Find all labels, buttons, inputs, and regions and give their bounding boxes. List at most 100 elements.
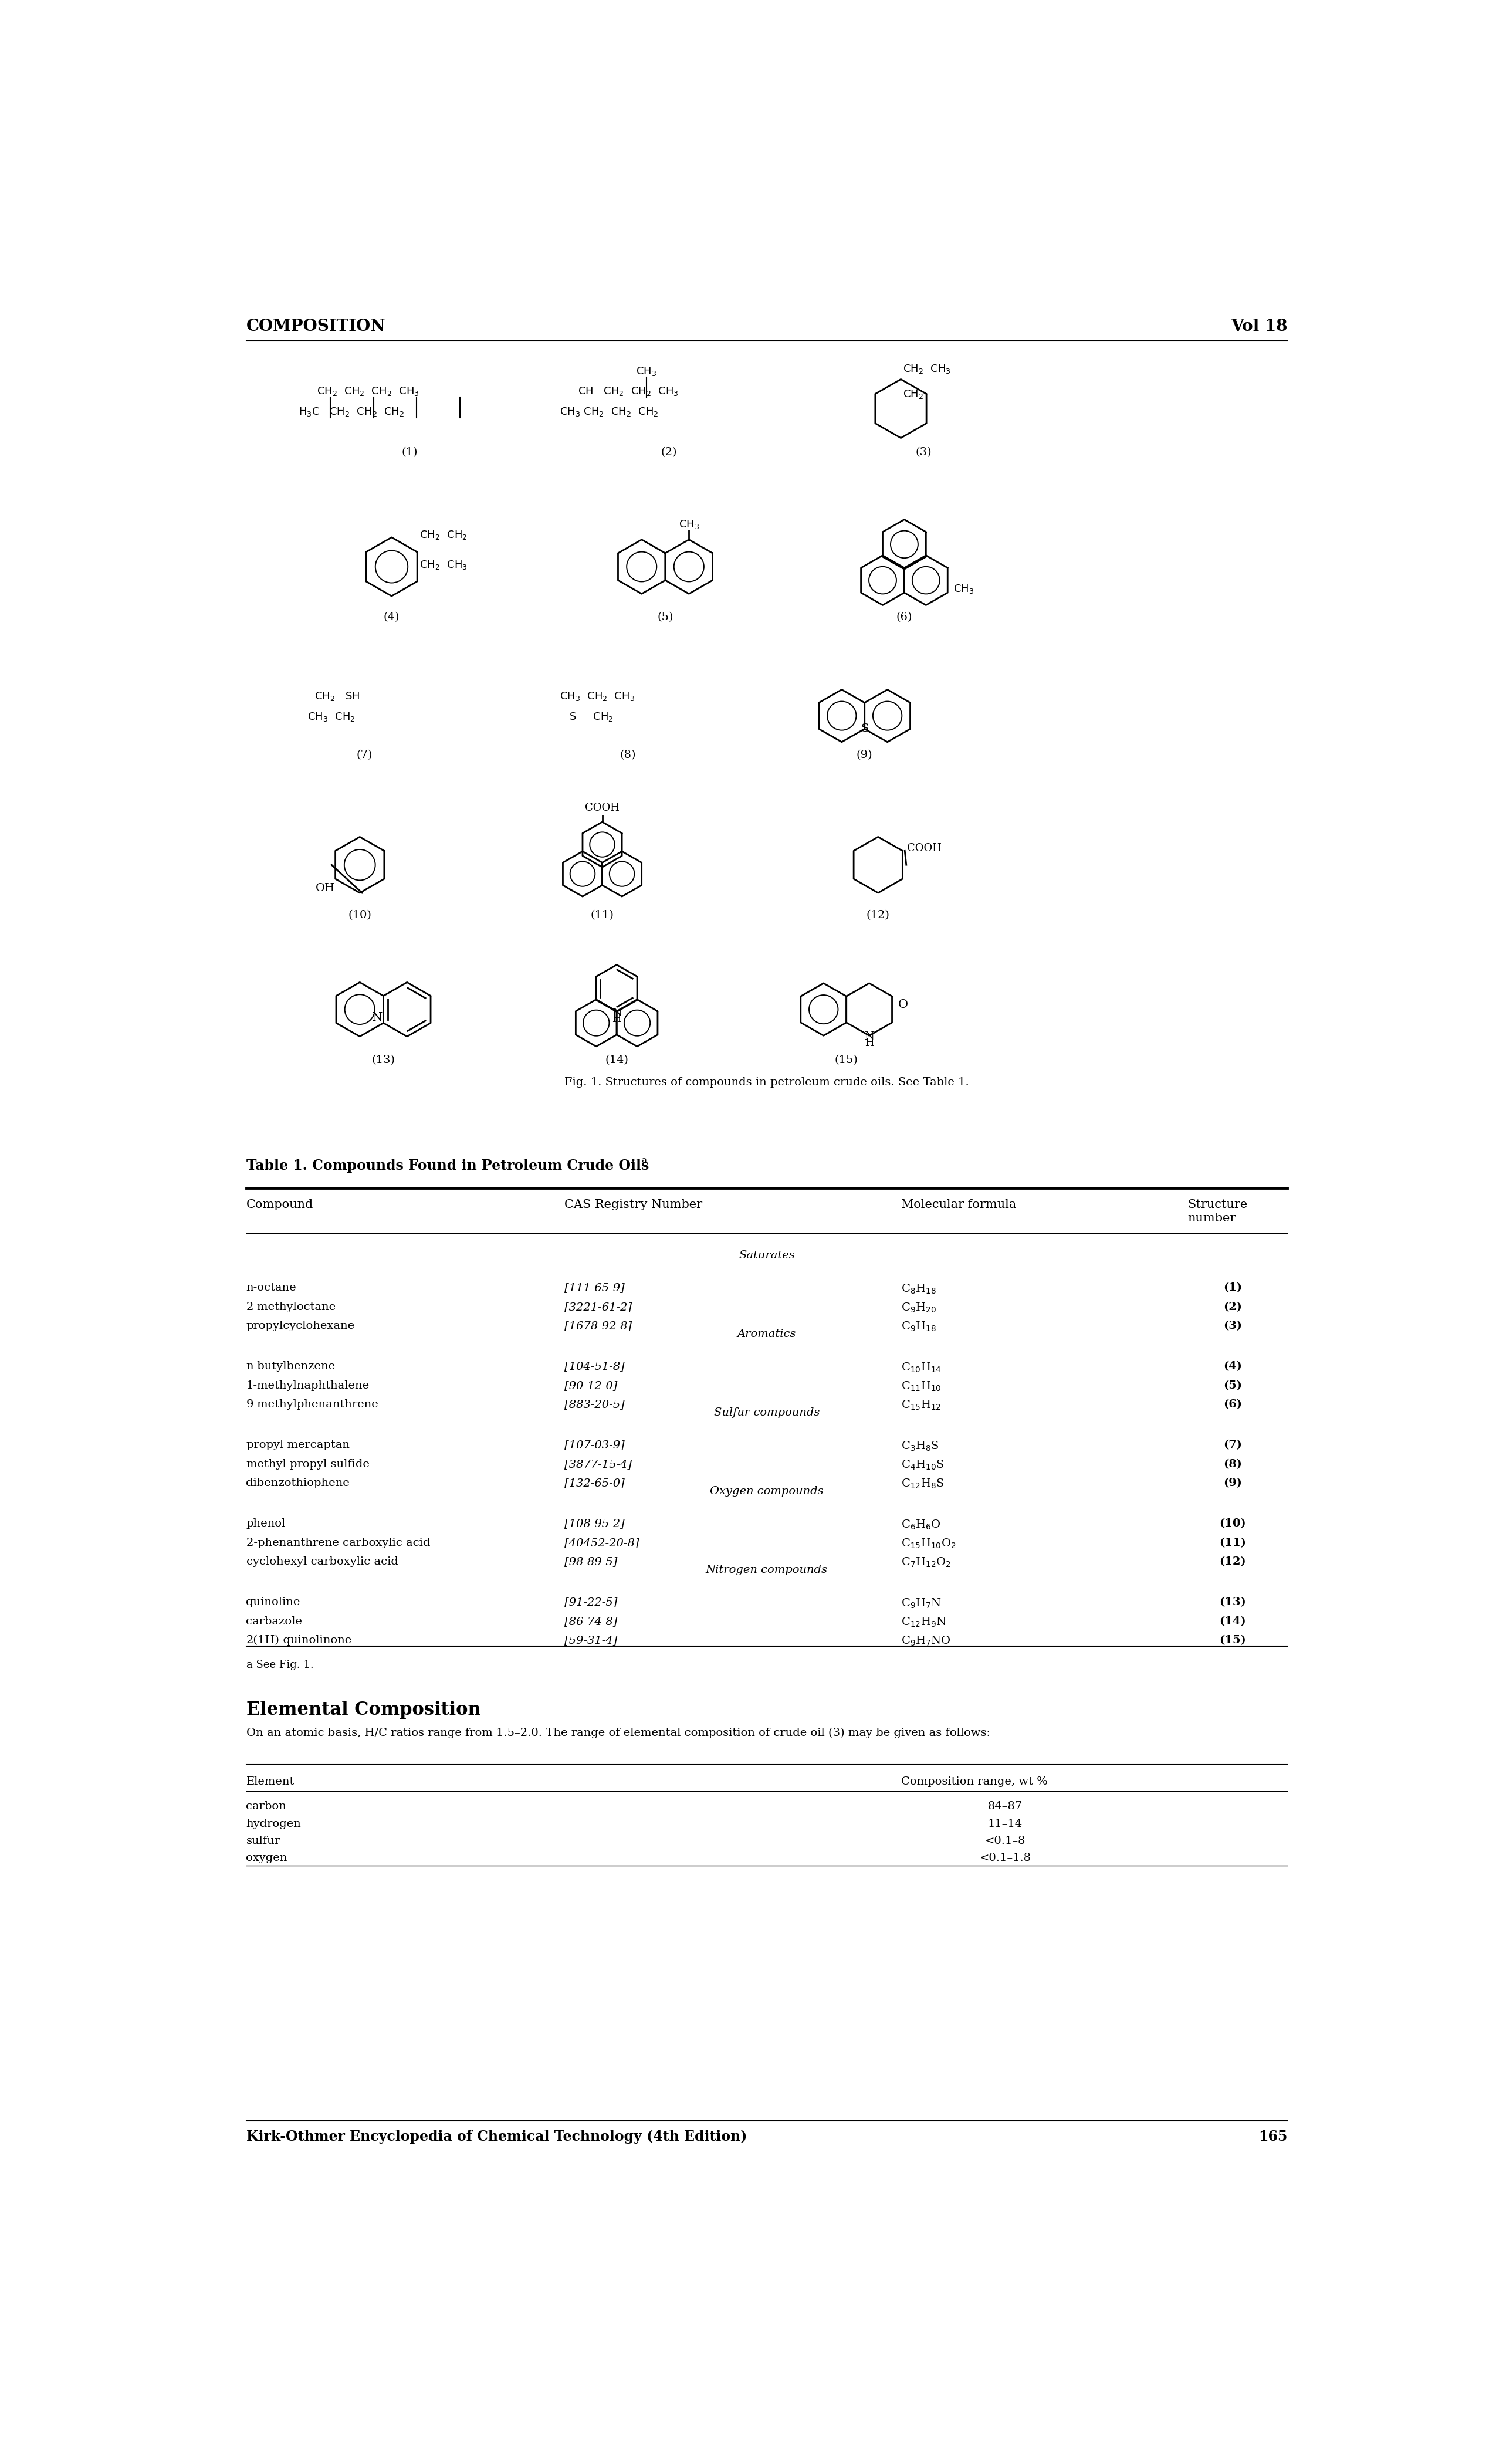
Text: [108-95-2]: [108-95-2] — [564, 1518, 625, 1530]
Text: (4): (4) — [383, 611, 399, 623]
Text: n-octane: n-octane — [247, 1284, 296, 1294]
Text: carbazole: carbazole — [247, 1616, 302, 1626]
Text: Oxygen compounds: Oxygen compounds — [711, 1486, 823, 1496]
Text: (14): (14) — [1219, 1616, 1246, 1626]
Text: [3877-15-4]: [3877-15-4] — [564, 1459, 631, 1469]
Text: 9-methylphenanthrene: 9-methylphenanthrene — [247, 1400, 378, 1409]
Text: COOH: COOH — [585, 803, 619, 813]
Text: C$_8$H$_{18}$: C$_8$H$_{18}$ — [901, 1284, 936, 1296]
Text: (7): (7) — [356, 749, 373, 761]
Text: [40452-20-8]: [40452-20-8] — [564, 1538, 639, 1547]
Text: propylcyclohexane: propylcyclohexane — [247, 1321, 355, 1331]
Text: (10): (10) — [349, 909, 371, 922]
Text: CAS Registry Number: CAS Registry Number — [564, 1200, 702, 1210]
Text: $\mathrm{CH_3\ \ CH_2}$: $\mathrm{CH_3\ \ CH_2}$ — [308, 710, 356, 722]
Text: (7): (7) — [1224, 1439, 1242, 1451]
Text: C$_9$H$_7$NO: C$_9$H$_7$NO — [901, 1636, 950, 1648]
Text: a See Fig. 1.: a See Fig. 1. — [247, 1661, 314, 1671]
Text: methyl propyl sulfide: methyl propyl sulfide — [247, 1459, 370, 1469]
Text: (14): (14) — [604, 1055, 628, 1064]
Text: C$_{10}$H$_{14}$: C$_{10}$H$_{14}$ — [901, 1360, 941, 1375]
Text: cyclohexyl carboxylic acid: cyclohexyl carboxylic acid — [247, 1557, 398, 1567]
Text: $\mathrm{CH_3}$: $\mathrm{CH_3}$ — [679, 520, 699, 530]
Text: (12): (12) — [1219, 1557, 1246, 1567]
Text: Kirk-Othmer Encyclopedia of Chemical Technology (4th Edition): Kirk-Othmer Encyclopedia of Chemical Tec… — [247, 2129, 747, 2144]
Text: Nitrogen compounds: Nitrogen compounds — [706, 1565, 827, 1574]
Text: 2-phenanthrene carboxylic acid: 2-phenanthrene carboxylic acid — [247, 1538, 429, 1547]
Text: 2(1H)-quinolinone: 2(1H)-quinolinone — [247, 1636, 352, 1646]
Text: C$_9$H$_{20}$: C$_9$H$_{20}$ — [901, 1301, 936, 1313]
Text: $\mathrm{CH_2\ \ CH_2}$: $\mathrm{CH_2\ \ CH_2}$ — [419, 530, 467, 540]
Text: C$_{12}$H$_8$S: C$_{12}$H$_8$S — [901, 1478, 944, 1491]
Text: Aromatics: Aromatics — [738, 1328, 796, 1340]
Text: C$_6$H$_6$O: C$_6$H$_6$O — [901, 1518, 941, 1530]
Text: $\mathrm{H_3C\ \ \ CH_2\ \ CH_2\ \ CH_2}$: $\mathrm{H_3C\ \ \ CH_2\ \ CH_2\ \ CH_2}… — [298, 407, 404, 416]
Text: (11): (11) — [591, 909, 613, 922]
Text: (15): (15) — [835, 1055, 859, 1064]
Text: H: H — [865, 1037, 874, 1050]
Text: [1678-92-8]: [1678-92-8] — [564, 1321, 631, 1331]
Text: Molecular formula: Molecular formula — [901, 1200, 1016, 1210]
Text: Fig. 1. Structures of compounds in petroleum crude oils. See Table 1.: Fig. 1. Structures of compounds in petro… — [564, 1077, 969, 1087]
Text: C$_7$H$_{12}$O$_2$: C$_7$H$_{12}$O$_2$ — [901, 1557, 950, 1570]
Text: (8): (8) — [619, 749, 636, 761]
Text: <0.1–1.8: <0.1–1.8 — [980, 1853, 1031, 1863]
Text: OH: OH — [316, 882, 335, 894]
Text: Vol 18: Vol 18 — [1231, 318, 1287, 335]
Text: [883-20-5]: [883-20-5] — [564, 1400, 625, 1409]
Text: $\mathrm{CH_3\ CH_2\ \ CH_2\ \ CH_2}$: $\mathrm{CH_3\ CH_2\ \ CH_2\ \ CH_2}$ — [560, 407, 658, 416]
Text: Composition range, wt %: Composition range, wt % — [901, 1777, 1047, 1786]
Text: [91-22-5]: [91-22-5] — [564, 1597, 618, 1607]
Text: dibenzothiophene: dibenzothiophene — [247, 1478, 350, 1488]
Text: $\mathrm{CH\ \ \ CH_2\ \ CH_2\ \ CH_3}$: $\mathrm{CH\ \ \ CH_2\ \ CH_2\ \ CH_3}$ — [577, 384, 679, 397]
Text: C$_3$H$_8$S: C$_3$H$_8$S — [901, 1439, 939, 1451]
Text: N: N — [371, 1013, 383, 1023]
Text: Saturates: Saturates — [739, 1249, 794, 1262]
Text: quinoline: quinoline — [247, 1597, 301, 1607]
Text: $\mathrm{CH_2\ \ CH_2\ \ CH_2\ \ CH_3}$: $\mathrm{CH_2\ \ CH_2\ \ CH_2\ \ CH_3}$ — [317, 384, 419, 397]
Text: C$_{15}$H$_{12}$: C$_{15}$H$_{12}$ — [901, 1400, 941, 1412]
Text: (9): (9) — [1224, 1478, 1242, 1488]
Text: C$_{12}$H$_9$N: C$_{12}$H$_9$N — [901, 1616, 947, 1629]
Text: (3): (3) — [916, 446, 932, 458]
Text: (15): (15) — [1219, 1636, 1246, 1646]
Text: Elemental Composition: Elemental Composition — [247, 1700, 480, 1720]
Text: [59-31-4]: [59-31-4] — [564, 1636, 618, 1646]
Text: COMPOSITION: COMPOSITION — [247, 318, 386, 335]
Text: (12): (12) — [866, 909, 890, 922]
Text: [90-12-0]: [90-12-0] — [564, 1380, 618, 1390]
Text: S: S — [860, 724, 869, 734]
Text: (2): (2) — [1224, 1301, 1242, 1313]
Text: $\mathrm{CH_3\ \ CH_2\ \ CH_3}$: $\mathrm{CH_3\ \ CH_2\ \ CH_3}$ — [560, 690, 634, 702]
Text: hydrogen: hydrogen — [247, 1818, 301, 1828]
Text: (1): (1) — [402, 446, 417, 458]
Text: n-butylbenzene: n-butylbenzene — [247, 1360, 335, 1372]
Text: C$_4$H$_{10}$S: C$_4$H$_{10}$S — [901, 1459, 944, 1471]
Text: [3221-61-2]: [3221-61-2] — [564, 1301, 631, 1313]
Text: [111-65-9]: [111-65-9] — [564, 1284, 625, 1294]
Text: <0.1–8: <0.1–8 — [984, 1836, 1026, 1846]
Text: Structure: Structure — [1188, 1200, 1248, 1210]
Text: (6): (6) — [896, 611, 913, 623]
Text: phenol: phenol — [247, 1518, 286, 1530]
Text: C$_{11}$H$_{10}$: C$_{11}$H$_{10}$ — [901, 1380, 941, 1392]
Text: (6): (6) — [1224, 1400, 1242, 1409]
Text: 1-methylnaphthalene: 1-methylnaphthalene — [247, 1380, 370, 1390]
Text: $\mathrm{CH_2}$: $\mathrm{CH_2}$ — [904, 389, 923, 399]
Text: N: N — [612, 1008, 622, 1018]
Text: Compound: Compound — [247, 1200, 313, 1210]
Text: Element: Element — [247, 1777, 295, 1786]
Text: (13): (13) — [1219, 1597, 1246, 1607]
Text: $\mathrm{CH_2\ \ \ SH}$: $\mathrm{CH_2\ \ \ SH}$ — [314, 690, 359, 702]
Text: $\mathrm{CH_2\ \ CH_3}$: $\mathrm{CH_2\ \ CH_3}$ — [419, 559, 467, 572]
Text: C$_9$H$_{18}$: C$_9$H$_{18}$ — [901, 1321, 936, 1333]
Text: (9): (9) — [856, 749, 872, 761]
Text: (10): (10) — [1219, 1518, 1246, 1530]
Text: (1): (1) — [1224, 1284, 1242, 1294]
Text: Sulfur compounds: Sulfur compounds — [714, 1407, 820, 1417]
Text: (3): (3) — [1224, 1321, 1242, 1331]
Text: a: a — [642, 1156, 646, 1165]
Text: number: number — [1188, 1212, 1236, 1225]
Text: oxygen: oxygen — [247, 1853, 287, 1863]
Text: (13): (13) — [371, 1055, 395, 1064]
